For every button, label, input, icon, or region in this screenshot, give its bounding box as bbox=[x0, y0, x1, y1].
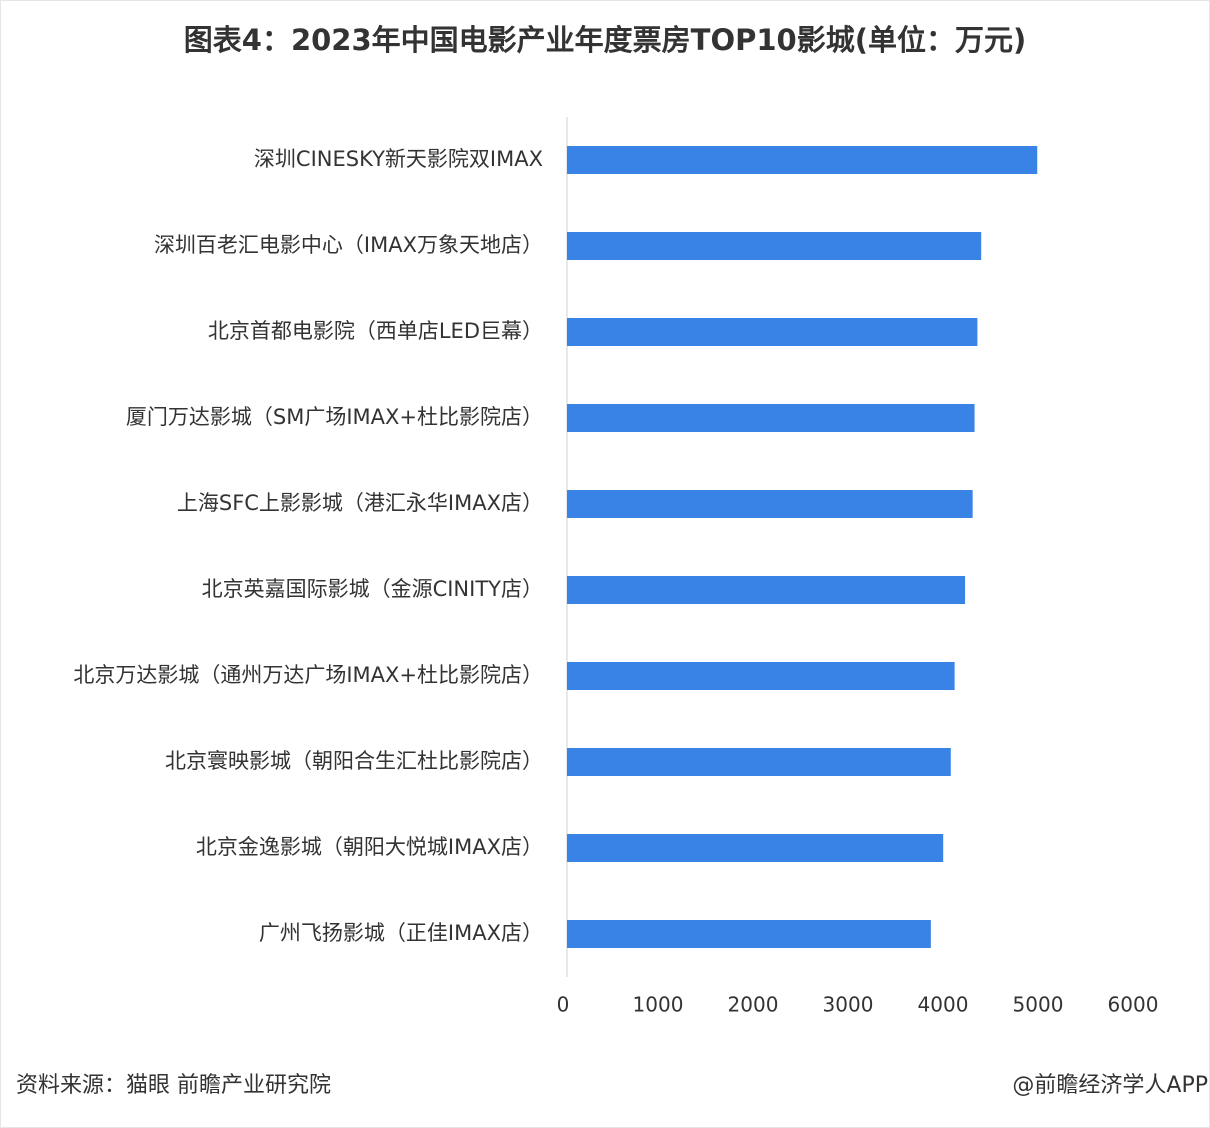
y-tick-label: 厦门万达影城（SM广场IMAX+杜比影院店） bbox=[126, 405, 543, 429]
y-tick-label: 深圳CINESKY新天影院双IMAX bbox=[254, 147, 543, 171]
y-tick-label: 北京万达影城（通州万达广场IMAX+杜比影院店） bbox=[73, 663, 543, 687]
bar bbox=[567, 748, 951, 776]
x-tick-label: 4000 bbox=[918, 993, 969, 1017]
bar bbox=[567, 662, 955, 690]
y-tick-label: 广州飞扬影城（正佳IMAX店） bbox=[259, 921, 543, 945]
bar bbox=[567, 404, 975, 432]
y-tick-label: 北京金逸影城（朝阳大悦城IMAX店） bbox=[196, 835, 543, 859]
y-tick-label: 北京寰映影城（朝阳合生汇杜比影院店） bbox=[165, 749, 543, 773]
x-tick-label: 2000 bbox=[728, 993, 779, 1017]
source: 资料来源：猫眼 前瞻产业研究院 bbox=[16, 1073, 331, 1098]
bar bbox=[567, 834, 944, 862]
y-tick-label: 深圳百老汇电影中心（IMAX万象天地店） bbox=[154, 233, 543, 257]
chart-title: 图表4：2023年中国电影产业年度票房TOP10影城(单位：万元) bbox=[184, 23, 1026, 57]
bar bbox=[567, 318, 978, 346]
bar bbox=[567, 146, 1038, 174]
bar bbox=[567, 576, 966, 604]
y-tick-label: 北京首都电影院（西单店LED巨幕） bbox=[208, 319, 543, 343]
bar bbox=[567, 490, 973, 518]
x-tick-label: 6000 bbox=[1108, 993, 1159, 1017]
credit: @前瞻经济学人APP bbox=[1012, 1073, 1208, 1098]
y-tick-label: 上海SFC上影影城（港汇永华IMAX店） bbox=[177, 491, 543, 515]
bar bbox=[567, 232, 982, 260]
y-tick-label: 北京英嘉国际影城（金源CINITY店） bbox=[202, 577, 543, 601]
x-tick-label: 1000 bbox=[633, 993, 684, 1017]
x-tick-label: 3000 bbox=[823, 993, 874, 1017]
x-tick-label: 5000 bbox=[1013, 993, 1064, 1017]
bar bbox=[567, 920, 931, 948]
x-tick-label: 0 bbox=[557, 993, 570, 1017]
